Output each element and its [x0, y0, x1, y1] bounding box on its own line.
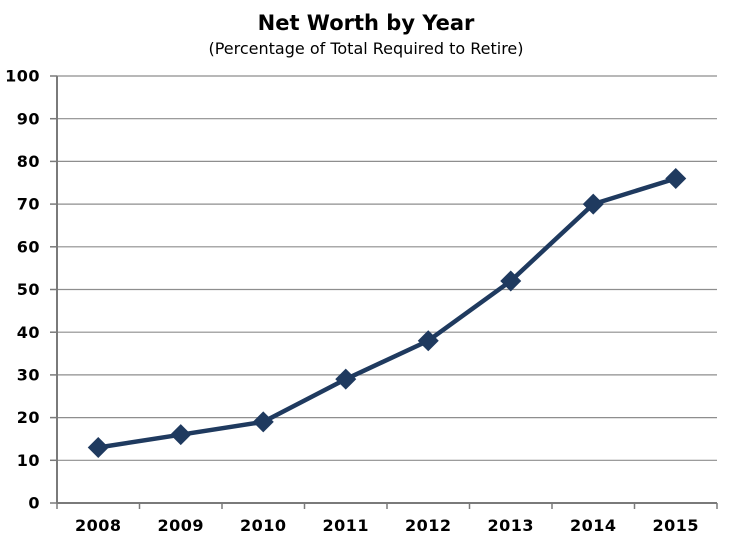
- x-axis-label: 2010: [240, 516, 287, 535]
- x-axis-label: 2009: [157, 516, 204, 535]
- chart-subtitle: (Percentage of Total Required to Retire): [208, 39, 523, 58]
- y-axis-label: 90: [17, 109, 40, 128]
- y-axis-label: 60: [17, 237, 40, 256]
- y-axis-label: 100: [5, 67, 40, 86]
- data-point-marker-2009: [170, 424, 192, 446]
- data-point-marker-2008: [87, 436, 109, 458]
- data-point-marker-2015: [665, 167, 687, 189]
- x-axis-label: 2012: [405, 516, 452, 535]
- y-axis-label: 80: [17, 152, 40, 171]
- y-axis-label: 20: [17, 408, 40, 427]
- y-axis-label: 10: [17, 451, 40, 470]
- x-axis-label: 2011: [322, 516, 369, 535]
- y-axis-label: 30: [17, 366, 40, 385]
- data-point-marker-2011: [335, 368, 357, 390]
- x-axis-label: 2013: [487, 516, 534, 535]
- y-axis-label: 70: [17, 195, 40, 214]
- data-line: [97, 176, 677, 450]
- x-axis-label: 2014: [570, 516, 617, 535]
- chart-title: Net Worth by Year: [258, 11, 475, 35]
- data-point-marker-2012: [417, 330, 439, 352]
- plot-area: 0 10 20 30 40 50 60 70 80 90 100 2008 2009 2010 2011 20…: [5, 67, 718, 535]
- y-axis-label: 0: [28, 494, 40, 513]
- data-point-marker-2010: [252, 411, 274, 433]
- x-axis-label: 2015: [652, 516, 699, 535]
- x-axis-label: 2008: [75, 516, 122, 535]
- y-axis-label: 50: [17, 280, 40, 299]
- data-point-marker-2014: [582, 193, 604, 215]
- data-point-marker-2013: [500, 270, 522, 292]
- y-axis-label: 40: [17, 323, 40, 342]
